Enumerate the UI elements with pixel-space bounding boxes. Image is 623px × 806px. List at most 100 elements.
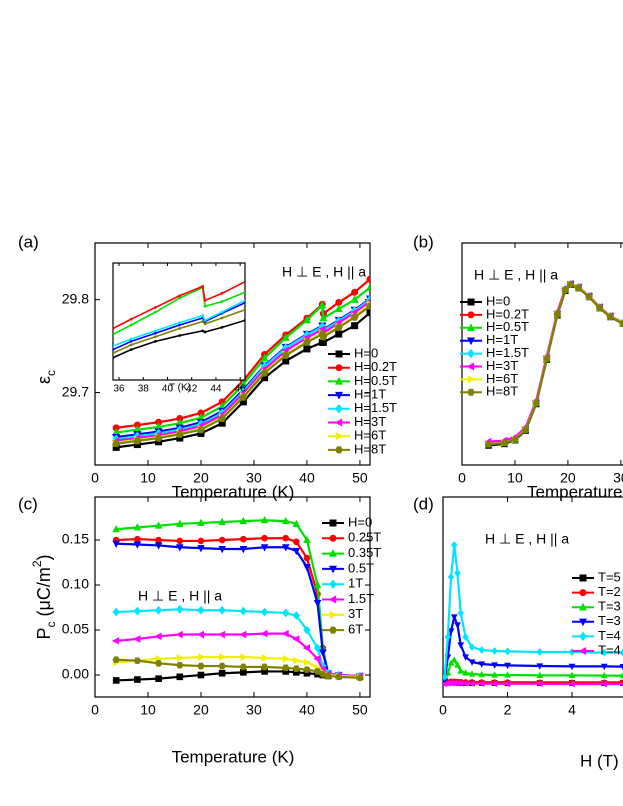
marker bbox=[201, 314, 204, 318]
axes-frame bbox=[94, 496, 371, 698]
marker bbox=[536, 648, 544, 656]
marker bbox=[462, 633, 469, 641]
marker bbox=[218, 546, 226, 554]
marker bbox=[197, 653, 206, 661]
legend-label: 0.25T bbox=[348, 530, 381, 545]
legend-label: H=8T bbox=[354, 441, 386, 456]
marker bbox=[335, 446, 343, 454]
marker bbox=[133, 437, 142, 445]
marker bbox=[260, 663, 269, 671]
marker bbox=[112, 524, 120, 533]
marker bbox=[335, 350, 343, 358]
legend-label: T=4 bbox=[598, 628, 621, 643]
marker bbox=[154, 542, 163, 550]
y-axis-label-part: 2 bbox=[30, 560, 44, 567]
marker bbox=[511, 436, 519, 443]
marker bbox=[112, 540, 120, 548]
marker bbox=[176, 604, 184, 614]
legend-label: H=0 bbox=[348, 514, 372, 529]
y-tick-label: 0.05 bbox=[62, 621, 89, 637]
marker bbox=[176, 654, 185, 662]
marker bbox=[260, 515, 269, 524]
y-tick-label: 0.15 bbox=[62, 531, 89, 547]
marker bbox=[467, 298, 475, 306]
marker bbox=[281, 333, 290, 341]
marker bbox=[303, 666, 311, 673]
legend-label: H=0.5T bbox=[486, 319, 529, 334]
legend-label: T=4 bbox=[598, 642, 621, 657]
marker bbox=[154, 335, 157, 339]
marker bbox=[113, 327, 115, 330]
legend-label: H=8T bbox=[486, 384, 518, 399]
plot-area bbox=[111, 515, 365, 684]
marker bbox=[197, 545, 205, 553]
legend-label: H=0.2T bbox=[486, 306, 529, 321]
marker bbox=[243, 290, 245, 294]
marker bbox=[313, 668, 322, 675]
y-axis-label: εc bbox=[34, 370, 58, 384]
marker bbox=[468, 670, 476, 677]
marker bbox=[112, 656, 120, 664]
marker bbox=[467, 388, 475, 396]
legend-label: 0.35T bbox=[348, 545, 381, 560]
marker bbox=[335, 404, 343, 414]
marker bbox=[461, 680, 469, 687]
marker bbox=[239, 663, 248, 671]
marker bbox=[329, 579, 337, 589]
marker bbox=[220, 316, 224, 320]
marker bbox=[553, 311, 561, 318]
y-axis-label: Pc (μC/m2) bbox=[30, 554, 58, 639]
x-axis-label: T (K) bbox=[169, 383, 191, 394]
marker bbox=[260, 629, 268, 638]
marker bbox=[334, 391, 344, 400]
marker bbox=[197, 662, 205, 670]
panel-label: (a) bbox=[18, 232, 39, 251]
plot-area bbox=[443, 541, 623, 688]
x-tick-label: 20 bbox=[193, 702, 209, 718]
marker bbox=[203, 304, 207, 308]
legend-label: H=1T bbox=[486, 332, 518, 347]
y-axis-label-part: ) bbox=[34, 554, 54, 560]
marker bbox=[154, 310, 157, 314]
legend-label: T=5 bbox=[598, 569, 621, 584]
marker bbox=[176, 661, 184, 669]
marker bbox=[467, 348, 475, 359]
marker bbox=[218, 669, 226, 677]
x-tick-label: 50 bbox=[352, 470, 368, 486]
marker bbox=[261, 654, 269, 662]
marker bbox=[239, 630, 247, 639]
marker bbox=[239, 516, 248, 525]
marker bbox=[243, 280, 245, 284]
marker bbox=[260, 544, 269, 552]
marker bbox=[328, 595, 337, 604]
marker bbox=[521, 426, 530, 434]
marker bbox=[335, 673, 343, 681]
marker bbox=[218, 605, 226, 615]
marker bbox=[313, 655, 321, 663]
marker bbox=[303, 564, 311, 572]
marker bbox=[154, 331, 157, 335]
marker bbox=[129, 317, 133, 321]
marker bbox=[133, 541, 142, 549]
marker bbox=[154, 340, 157, 343]
marker bbox=[281, 516, 290, 525]
marker bbox=[302, 315, 311, 324]
marker bbox=[201, 285, 204, 288]
legend-label: H=6T bbox=[486, 371, 518, 386]
x-tick-label: 50 bbox=[352, 702, 368, 718]
marker bbox=[335, 330, 343, 338]
x-tick-label: 36 bbox=[113, 384, 125, 395]
marker bbox=[203, 318, 207, 322]
x-tick-label: 20 bbox=[560, 470, 576, 486]
marker bbox=[606, 313, 614, 321]
marker bbox=[503, 680, 511, 688]
legend-label: T=2 bbox=[598, 584, 621, 599]
marker bbox=[243, 299, 245, 302]
marker bbox=[129, 337, 133, 341]
marker bbox=[129, 340, 133, 343]
x-tick-label: 0 bbox=[458, 470, 466, 486]
marker bbox=[178, 296, 181, 300]
marker bbox=[133, 635, 141, 643]
marker bbox=[478, 670, 486, 678]
